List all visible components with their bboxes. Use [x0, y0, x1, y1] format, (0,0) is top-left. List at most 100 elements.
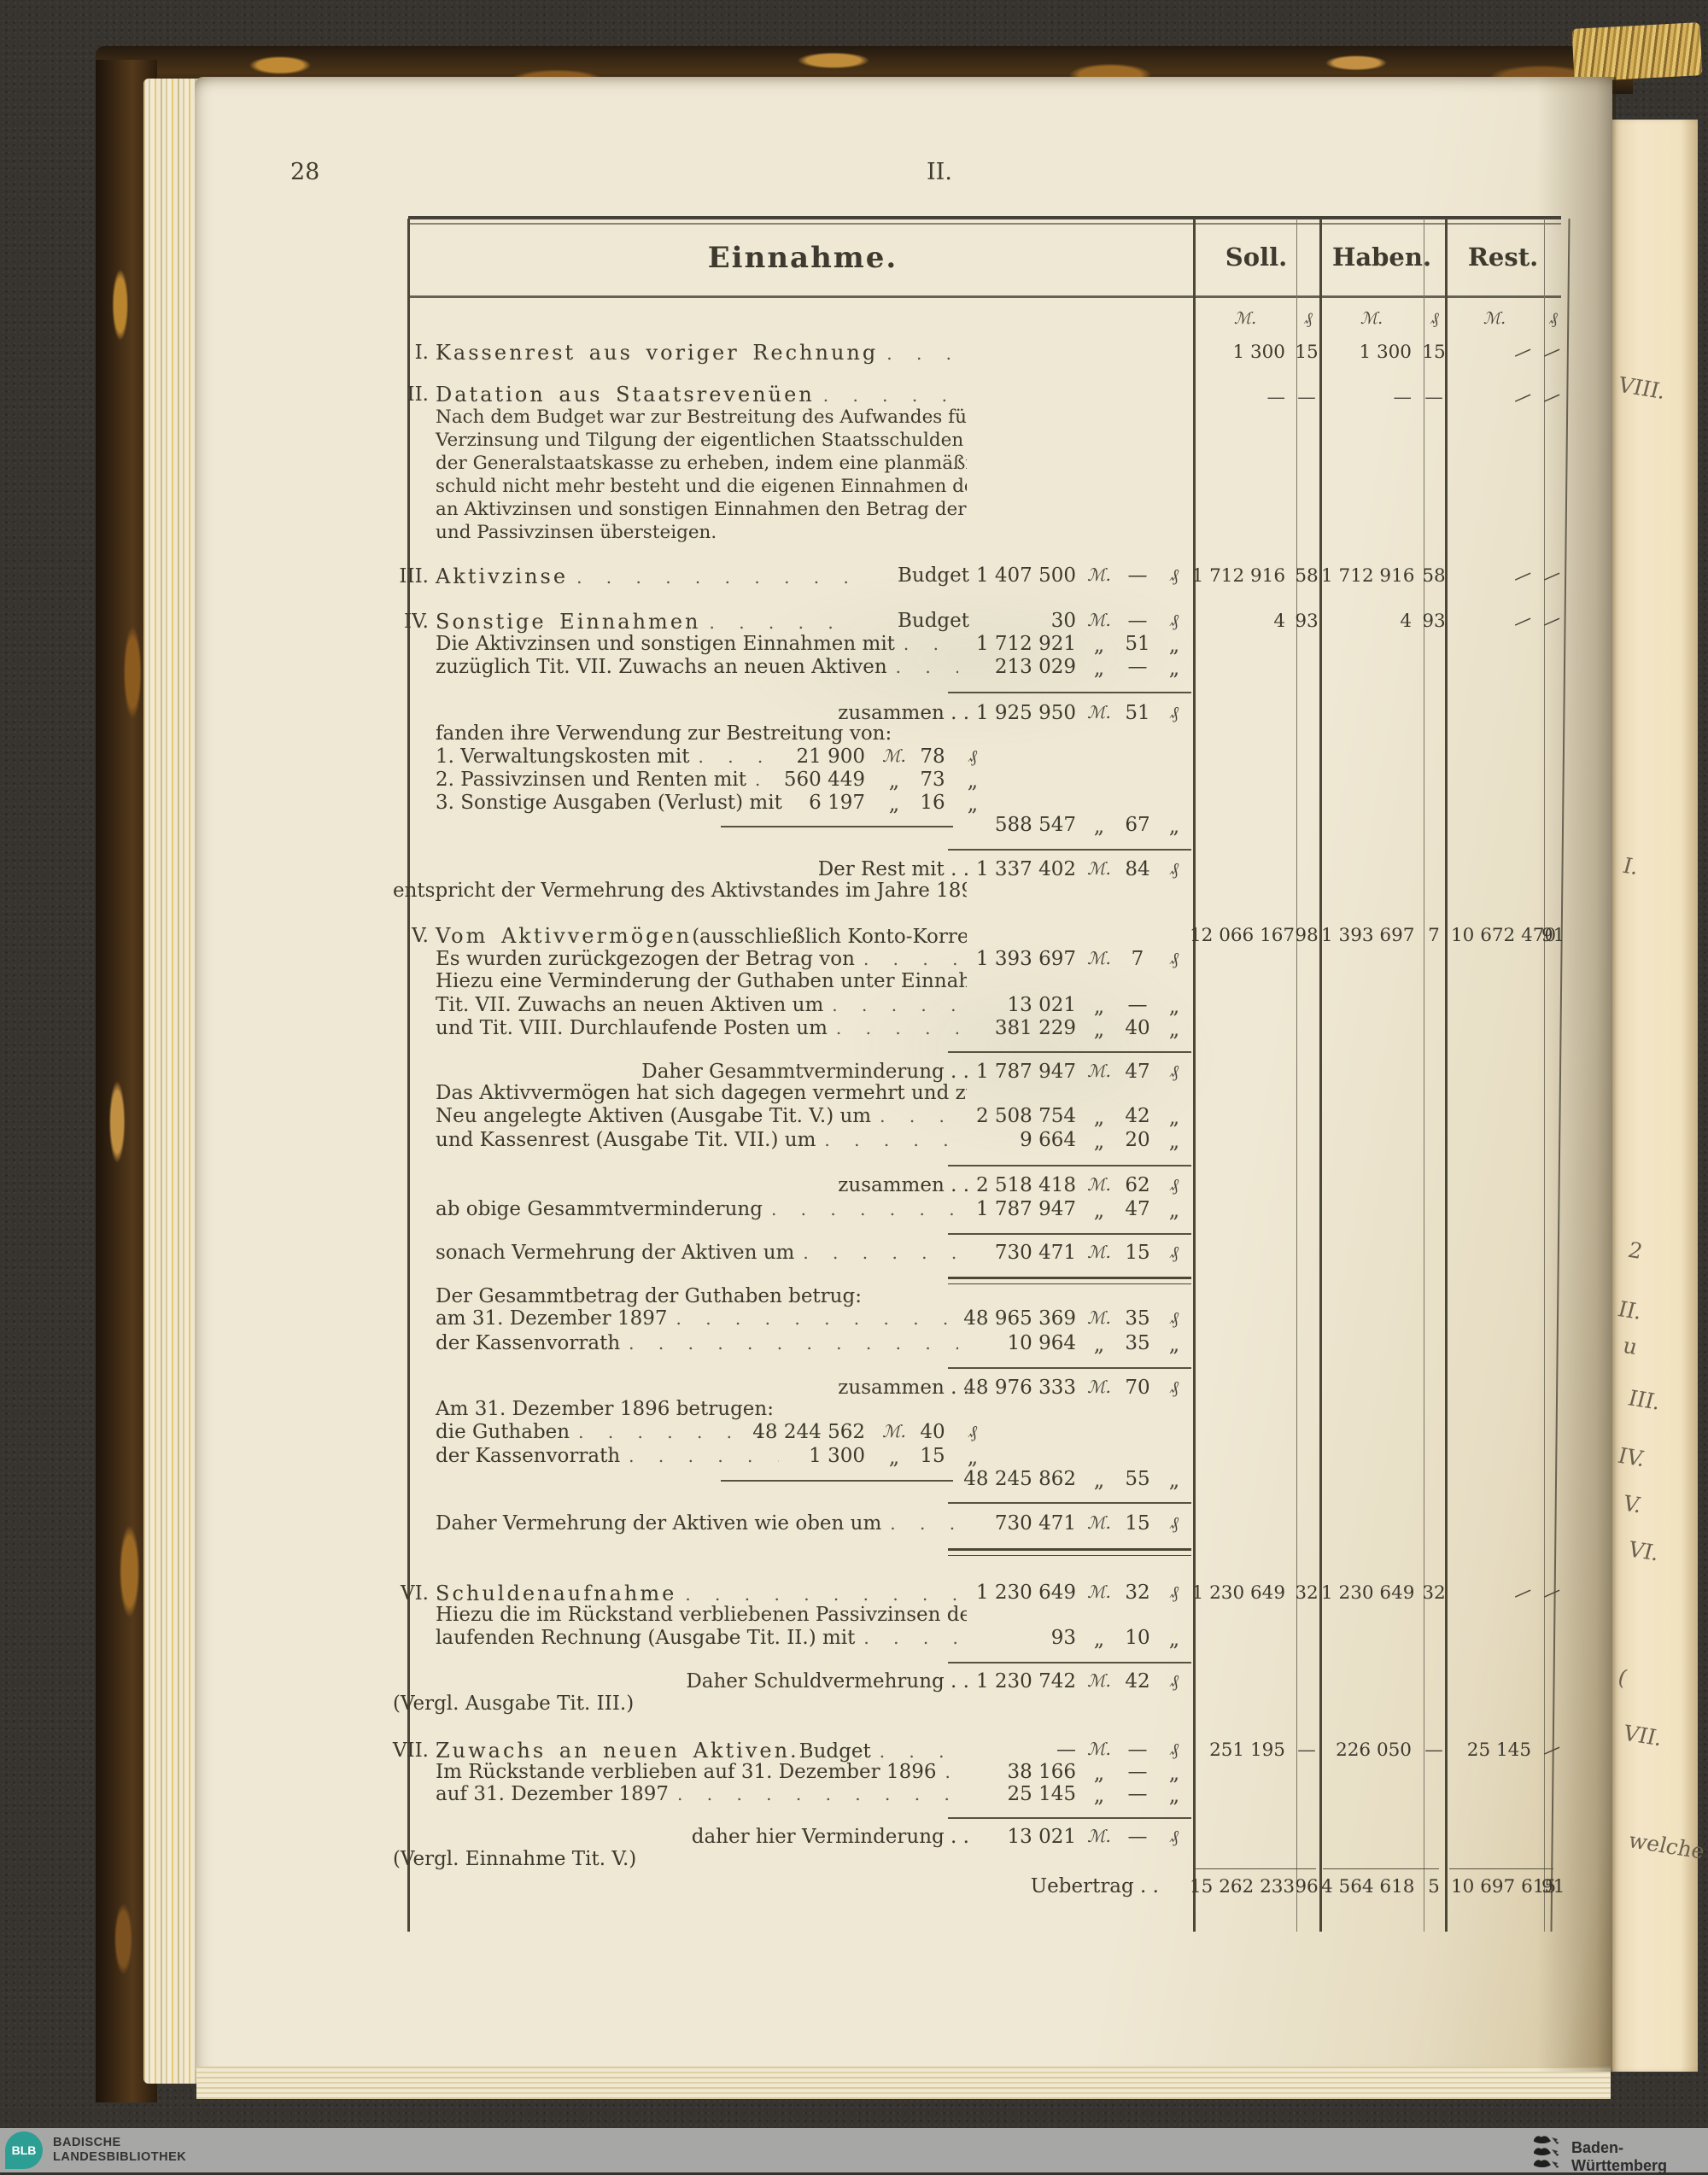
line-content: Neu angelegte Aktiven (Ausgabe Tit. V.) …	[386, 1105, 967, 1127]
mark-unit-label: ℳ.	[1360, 309, 1383, 328]
inner-unit-pfennig: ₰	[1170, 610, 1179, 630]
rest-mark-value: —	[1451, 1580, 1535, 1607]
rest-pfennig-value: 91	[1541, 925, 1565, 946]
rest-pfennig-value: —	[1539, 1580, 1565, 1607]
inner-amount: 730 471	[994, 1242, 1076, 1264]
dot-leader: . . . . . . . . . . . . . . . . . . . . …	[945, 1762, 958, 1782]
inner-unit-mark: „	[1093, 1198, 1105, 1222]
line-content: Sonstige Einnahmen . . . . . . . . . . . …	[386, 610, 858, 634]
inner-unit-mark: „	[1093, 1105, 1105, 1129]
table-line	[386, 1650, 1193, 1675]
inner-pfennig: 40	[920, 1421, 945, 1443]
line-content: Die Aktivzinsen und sonstigen Einnahmen …	[386, 633, 967, 655]
table-line: Die Aktivzinsen und sonstigen Einnahmen …	[386, 633, 1193, 658]
inner-unit-mark: „	[888, 769, 900, 792]
inner-amount: 48 244 562	[752, 1421, 865, 1443]
line-content: Das Aktivvermögen hat sich dagegen verme…	[386, 1082, 967, 1104]
line-label: Zuwachs an neuen Aktiven.	[436, 1739, 799, 1763]
line-content: Schuldenaufnahme . . . . . . . . . . . . …	[386, 1582, 967, 1605]
inner-unit-mark: „	[1093, 814, 1105, 838]
inner-unit-mark: „	[888, 1445, 900, 1469]
inner-unit-pfennig: ₰	[1170, 1512, 1179, 1533]
table-line: Uebertrag . .	[386, 1875, 1193, 1901]
haben-pfennig-value: 32	[1422, 1582, 1446, 1604]
sum-label: Daher Schuldvermehrung . .	[686, 1670, 969, 1693]
inner-unit-pfennig: ₰	[1170, 1739, 1179, 1759]
soll-pfennig-value: 93	[1295, 611, 1319, 632]
next-page-edge	[1612, 120, 1698, 2072]
sum-rule	[948, 1662, 1191, 1663]
inner-unit-mark: ℳ.	[1087, 564, 1111, 585]
inner-pfennig: 10	[1125, 1627, 1150, 1649]
line-label: zuzüglich Tit. VII. Zuwachs an neuen Akt…	[436, 656, 887, 678]
haben-pfennig-value: —	[1424, 387, 1443, 408]
soll-pfennig-value: 96	[1295, 1876, 1319, 1897]
inner-pfennig: 16	[920, 792, 945, 814]
inner-pfennig: —	[1127, 656, 1148, 678]
rest-mark-value: —	[1451, 563, 1535, 590]
next-page-text-fragment: III.	[1625, 1385, 1664, 1415]
table-line: schuld nicht mehr besteht und die eigene…	[386, 476, 1193, 501]
inner-amount: 1 787 947	[975, 1061, 1076, 1083]
inner-pfennig: 47	[1125, 1198, 1150, 1220]
table-line: sonach Vermehrung der Aktiven um . . . . …	[386, 1242, 1193, 1267]
inner-amount: 25 145	[1007, 1783, 1076, 1805]
line-label-2: Budget	[798, 1740, 871, 1763]
soll-mark-value: 12 066 167	[1190, 925, 1296, 946]
dot-leader: . . . . . . . . . . . . . . . . . . . . …	[886, 343, 958, 364]
soll-mark-value: 1 300	[1232, 342, 1285, 363]
rest-mark-value: —	[1451, 384, 1535, 412]
inner-unit-mark: „	[1093, 1129, 1105, 1153]
dot-leader: . . . . . . . . . . . . . . . . . . . . …	[685, 1584, 958, 1605]
soll-subdivider	[1296, 219, 1298, 1932]
sum-rule	[948, 1165, 1191, 1166]
line-label: Sonstige Einnahmen	[436, 610, 701, 634]
blb-logo-icon: BLB	[5, 2131, 43, 2169]
page-number: 28	[290, 159, 320, 185]
inner-unit-mark: ℳ.	[1087, 1739, 1111, 1759]
inner-unit-mark: ℳ.	[1087, 1377, 1111, 1397]
double-sum-rule	[948, 1548, 1191, 1556]
table-line: (Vergl. Ausgabe Tit. III.)	[386, 1693, 1193, 1718]
line-label: Der Gesammtbetrag der Guthaben betrug:	[436, 1285, 862, 1307]
table-line: Tit. VII. Zuwachs an neuen Aktiven um . .…	[386, 994, 1193, 1020]
haben-pfennig-value: 7	[1428, 925, 1440, 946]
table-line: V. Vom Aktivvermögen (ausschließlich Kont…	[386, 924, 1193, 950]
line-label: Daher Vermehrung der Aktiven wie oben um	[436, 1512, 882, 1535]
inner-pfennig: —	[1127, 1739, 1148, 1761]
line-label: Es wurden zurückgezogen der Betrag von	[436, 948, 855, 970]
inner-pfennig: —	[1127, 1761, 1148, 1783]
dash-tick: —	[1539, 338, 1565, 366]
book-page	[195, 77, 1612, 2072]
inner-pfennig: 40	[1125, 1017, 1150, 1039]
page-stack-bottom-edge	[196, 2067, 1611, 2099]
inner-unit-pfennig: „	[1168, 1627, 1180, 1651]
line-label: der Generalstaatskasse zu erheben, indem…	[436, 453, 967, 474]
dot-leader: . . . . . . . . . . . . . . . . . . . . …	[863, 949, 958, 969]
inner-pfennig: 35	[1125, 1332, 1150, 1354]
inner-unit-pfennig: „	[1168, 994, 1180, 1018]
inner-unit-pfennig: „	[1168, 1468, 1180, 1492]
line-content: zuzüglich Tit. VII. Zuwachs an neuen Akt…	[386, 656, 967, 678]
dot-leader: . . . . . . . . . . . . . . . . . . . . …	[824, 1130, 958, 1150]
inner-unit-mark: „	[1093, 633, 1105, 657]
inner-pfennig: —	[1127, 610, 1148, 632]
line-content: der Kassenvorrath . . . . . . . . . . . .…	[386, 1332, 967, 1354]
inner-unit-pfennig: ₰	[1170, 1377, 1179, 1397]
inner-unit-pfennig: „	[1168, 1783, 1180, 1807]
dot-leader: . . . . . . . . . . . . . . . . . . . . …	[832, 995, 958, 1015]
inner-amount: 381 229	[994, 1017, 1076, 1039]
dot-leader: . . . . . . . . . . . . . . . . . . . . …	[676, 1308, 959, 1329]
mark-unit-label: ℳ.	[1233, 309, 1257, 328]
rest-pfennig-value: 91	[1541, 1876, 1565, 1897]
inner-amount: 21 900	[796, 745, 865, 768]
page-stack-left-edge	[143, 79, 200, 2084]
soll-mark-value: 1 712 916	[1191, 565, 1285, 587]
soll-mark-value: 15 262 233	[1190, 1876, 1296, 1897]
inner-unit-pfennig: „	[1168, 1332, 1180, 1356]
inner-amount: 10 964	[1007, 1332, 1076, 1354]
dot-leader: . . . . . . . . . . . . . . . . . . . . …	[629, 1446, 779, 1466]
table-line	[386, 1490, 1193, 1516]
inner-amount: 213 029	[994, 656, 1076, 678]
line-content: Zuwachs an neuen Aktiven. Budget . . . . …	[386, 1739, 967, 1763]
